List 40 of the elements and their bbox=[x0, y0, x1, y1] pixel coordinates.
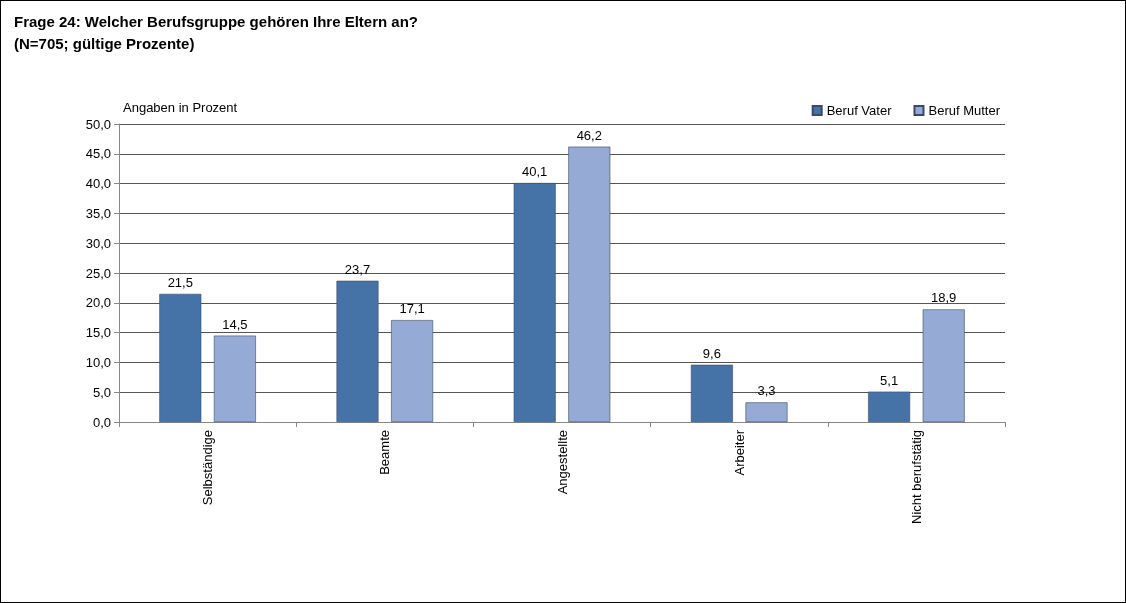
bar bbox=[690, 364, 733, 422]
bar bbox=[568, 146, 611, 422]
bar bbox=[213, 335, 256, 422]
y-tick-label: 10,0 bbox=[85, 354, 111, 370]
x-tick-label: Angestellte bbox=[554, 430, 570, 495]
x-tick-label: Arbeiter bbox=[731, 429, 747, 476]
chart-subtitle: (N=705; gültige Prozente) bbox=[14, 35, 195, 52]
y-tick-label: 35,0 bbox=[85, 205, 111, 221]
legend-label: Beruf Mutter bbox=[928, 103, 1001, 118]
y-tick-label: 25,0 bbox=[85, 265, 111, 281]
y-tick-label: 30,0 bbox=[85, 235, 111, 251]
y-axis-title: Angaben in Prozent bbox=[123, 100, 238, 115]
bar bbox=[513, 183, 556, 422]
data-label: 21,5 bbox=[167, 274, 193, 290]
bar bbox=[745, 402, 788, 422]
data-label: 9,6 bbox=[702, 345, 721, 361]
x-tick-label: Selbständige bbox=[200, 430, 216, 506]
y-tick-label: 20,0 bbox=[85, 295, 111, 311]
y-tick-label: 15,0 bbox=[85, 325, 111, 341]
x-tick-label: Beamte bbox=[377, 430, 393, 475]
bar bbox=[159, 293, 202, 422]
bar bbox=[391, 320, 434, 422]
y-tick-label: 50,0 bbox=[85, 116, 111, 132]
data-label: 46,2 bbox=[576, 127, 602, 143]
bar bbox=[922, 309, 965, 422]
x-tick-label: Nicht berufstätig bbox=[908, 430, 924, 524]
chart-title: Frage 24: Welcher Berufsgruppe gehören Ihre Eltern an? bbox=[14, 13, 418, 30]
y-tick-label: 5,0 bbox=[92, 384, 111, 400]
data-label: 5,1 bbox=[880, 372, 899, 388]
y-tick-label: 0,0 bbox=[92, 414, 111, 430]
data-label: 18,9 bbox=[931, 290, 957, 306]
data-label: 40,1 bbox=[522, 164, 548, 179]
data-label: 17,1 bbox=[399, 301, 425, 317]
bar bbox=[868, 391, 911, 422]
data-label: 23,7 bbox=[344, 261, 371, 277]
legend-label: Beruf Vater bbox=[826, 103, 893, 118]
bar bbox=[336, 280, 379, 422]
y-tick-label: 45,0 bbox=[85, 146, 111, 162]
data-label: 14,5 bbox=[222, 316, 248, 332]
y-tick-label: 40,0 bbox=[85, 176, 111, 192]
